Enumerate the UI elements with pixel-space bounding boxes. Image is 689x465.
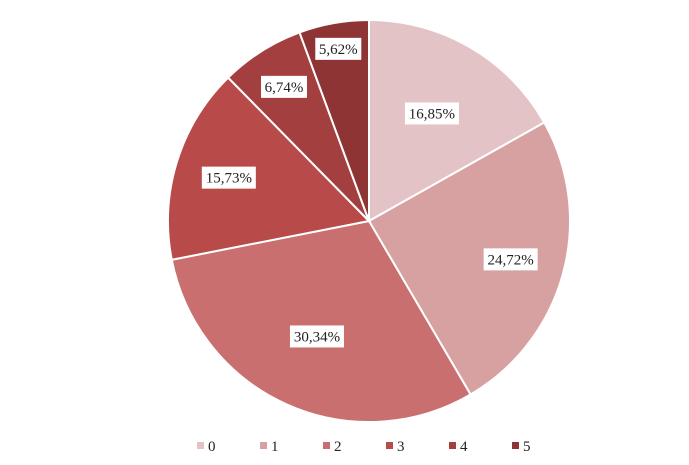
legend-label: 4	[460, 439, 468, 455]
legend-swatch	[260, 442, 267, 449]
data-label-1: 24,72%	[483, 248, 538, 271]
data-label-box	[261, 75, 308, 98]
data-label-text: 6,74%	[265, 80, 304, 96]
legend-item-2: 2	[323, 439, 342, 455]
pie-slice-5	[298, 18, 370, 222]
legend-label: 5	[523, 439, 531, 455]
data-label-text: 30,34%	[294, 329, 340, 345]
legend-item-1: 1	[260, 439, 279, 455]
data-label-text: 15,73%	[206, 171, 252, 187]
legend-swatch	[512, 442, 519, 449]
pie-slice-2	[170, 219, 472, 423]
legend-swatch	[197, 442, 204, 449]
legend-item-0: 0	[197, 439, 216, 455]
data-label-0: 16,85%	[404, 102, 459, 125]
data-label-5: 5,62%	[315, 37, 362, 60]
data-label-4: 6,74%	[261, 75, 308, 98]
legend-label: 3	[397, 439, 405, 455]
data-label-3: 15,73%	[201, 166, 256, 189]
legend-label: 0	[208, 439, 216, 455]
legend-swatch	[323, 442, 330, 449]
legend-label: 1	[271, 439, 279, 455]
chart-legend: 0 1 2 3 4 5	[197, 439, 531, 455]
data-label-text: 24,72%	[488, 252, 534, 268]
pie-slice-1	[367, 121, 571, 396]
pie-slices	[167, 18, 571, 423]
data-label-text: 5,62%	[319, 42, 358, 58]
data-label-box	[289, 325, 344, 348]
legend-item-4: 4	[449, 439, 468, 455]
pie-data-labels: 16,85% 24,72% 30,34% 15,73% 6,74% 5,62%	[201, 37, 538, 348]
data-label-box	[201, 166, 256, 189]
legend-item-3: 3	[386, 439, 405, 455]
legend-swatch	[449, 442, 456, 449]
data-label-box	[404, 102, 459, 125]
data-label-text: 16,85%	[409, 106, 455, 122]
pie-slice-3	[167, 76, 372, 261]
data-label-2: 30,34%	[289, 325, 344, 348]
legend-item-5: 5	[512, 439, 531, 455]
data-label-box	[483, 248, 538, 271]
data-label-box	[315, 37, 362, 60]
legend-label: 2	[334, 439, 342, 455]
legend-swatch	[386, 442, 393, 449]
